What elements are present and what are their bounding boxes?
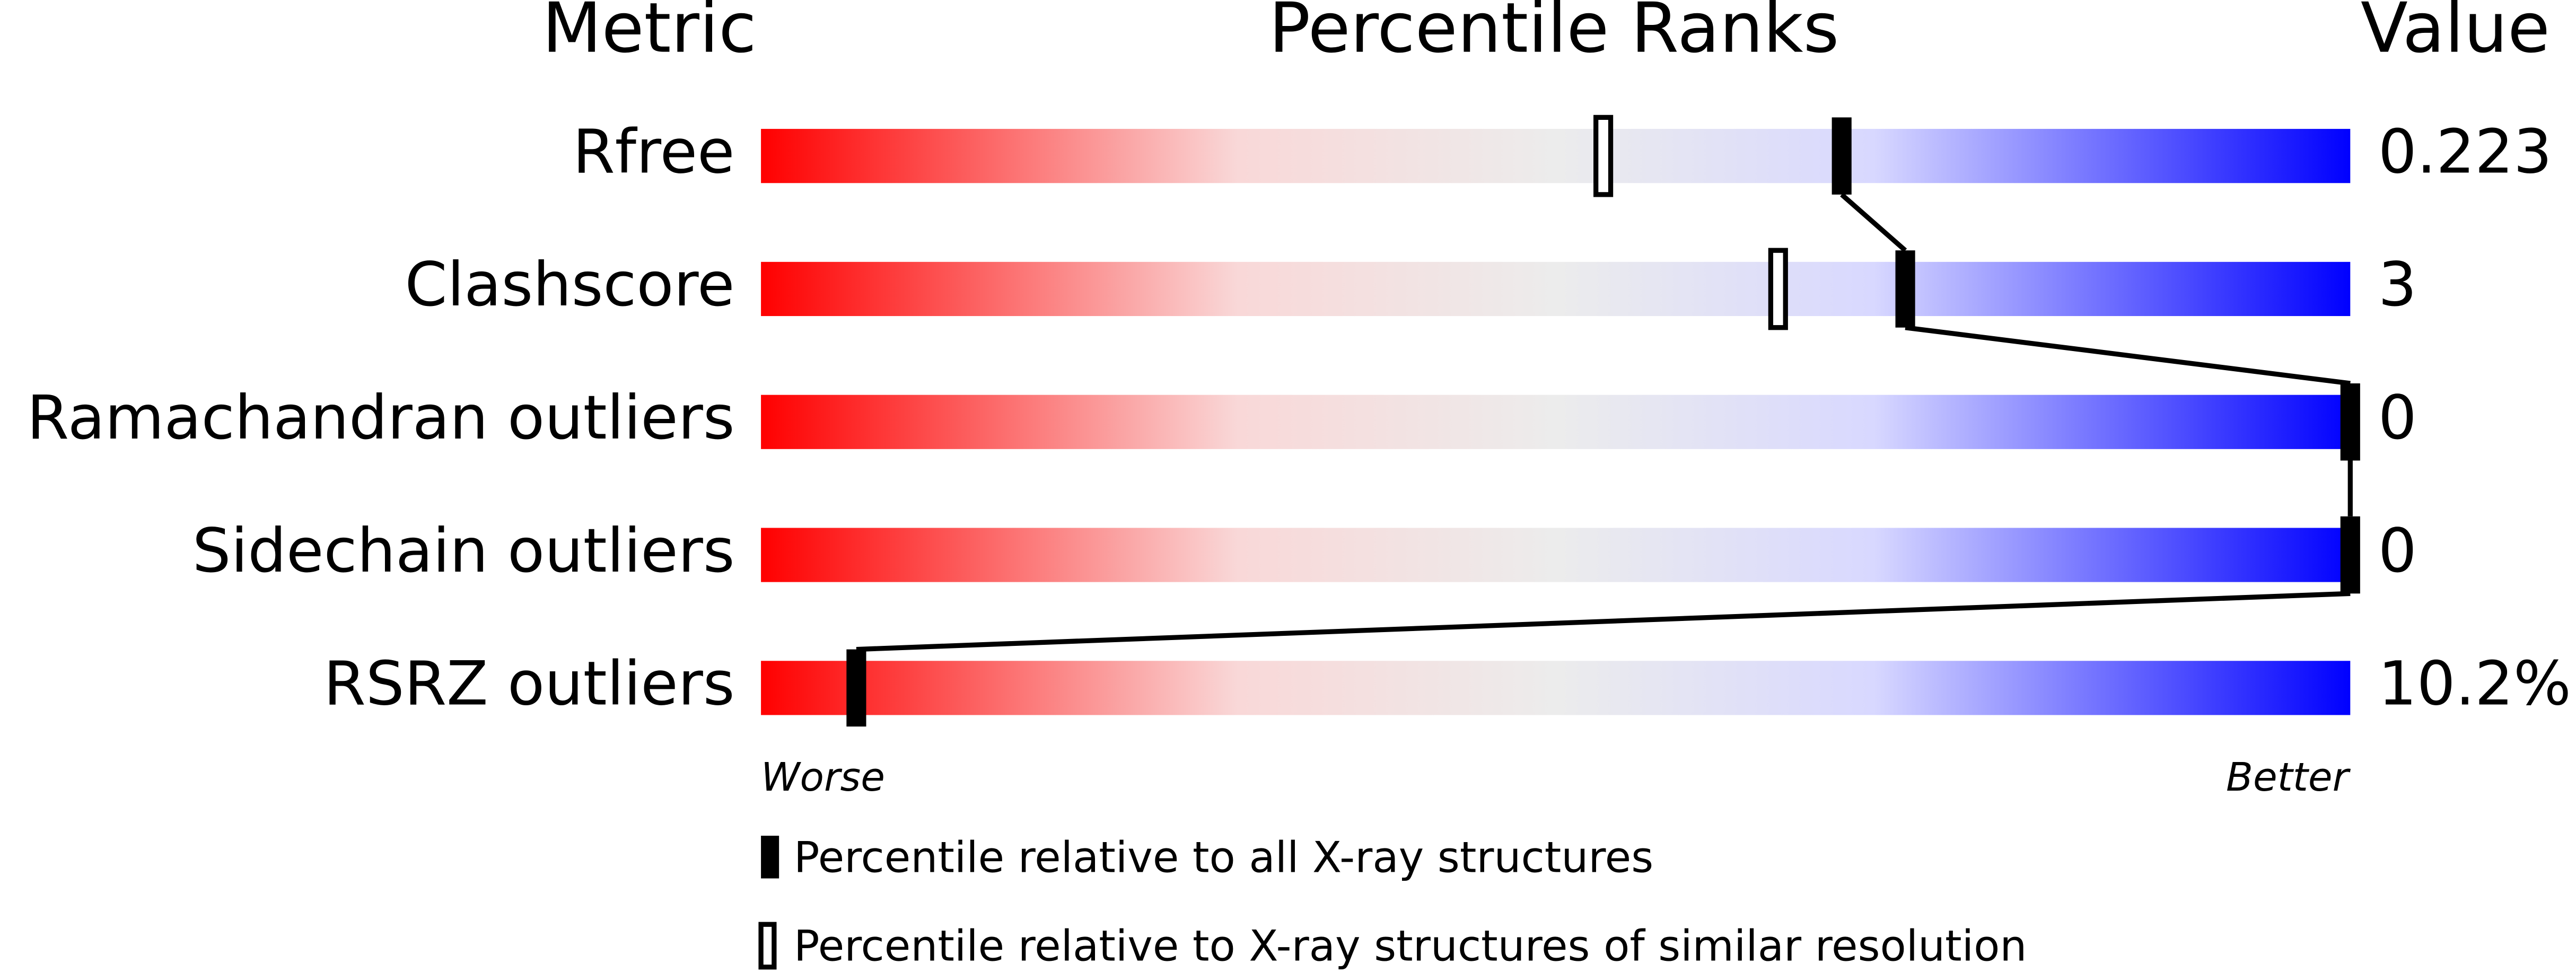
value-header: Value [2361,0,2550,68]
legend-swatch [761,836,779,879]
marker-filled [1832,117,1852,195]
connector [1905,325,2351,386]
metric-label: Sidechain outliers [192,516,735,586]
marker-filled [846,649,866,727]
percentile-bar [761,129,2351,183]
worse-label: Worse [761,754,885,800]
legend-label: Percentile relative to all X-ray structu… [794,832,1653,882]
marker-filled [2340,383,2360,461]
better-label: Better [2226,754,2351,800]
connector [1840,192,1907,252]
metric-value: 0 [2378,516,2417,586]
marker-open [1593,115,1614,197]
metric-value: 0 [2378,383,2417,453]
metric-value: 3 [2378,250,2417,320]
legend-swatch [758,922,777,970]
marker-filled [2340,516,2360,594]
metric-label: Ramachandran outliers [27,383,735,453]
marker-open [1768,248,1788,330]
metric-label: RSRZ outliers [323,649,734,720]
connector [856,591,2351,652]
marker-filled [1895,250,1915,328]
metric-label: Clashscore [405,250,734,320]
percentile-bar [761,395,2351,449]
metric-value: 0.223 [2378,117,2552,187]
legend-label: Percentile relative to X-ray structures … [794,921,2027,971]
percentile-bar [761,528,2351,582]
metric-value: 10.2% [2378,649,2571,720]
ranks-header: Percentile Ranks [1269,0,1839,68]
percentile-bar [761,661,2351,715]
metric-label: Rfree [573,117,734,187]
percentile-bar [761,261,2351,317]
metric-header: Metric [542,0,756,68]
